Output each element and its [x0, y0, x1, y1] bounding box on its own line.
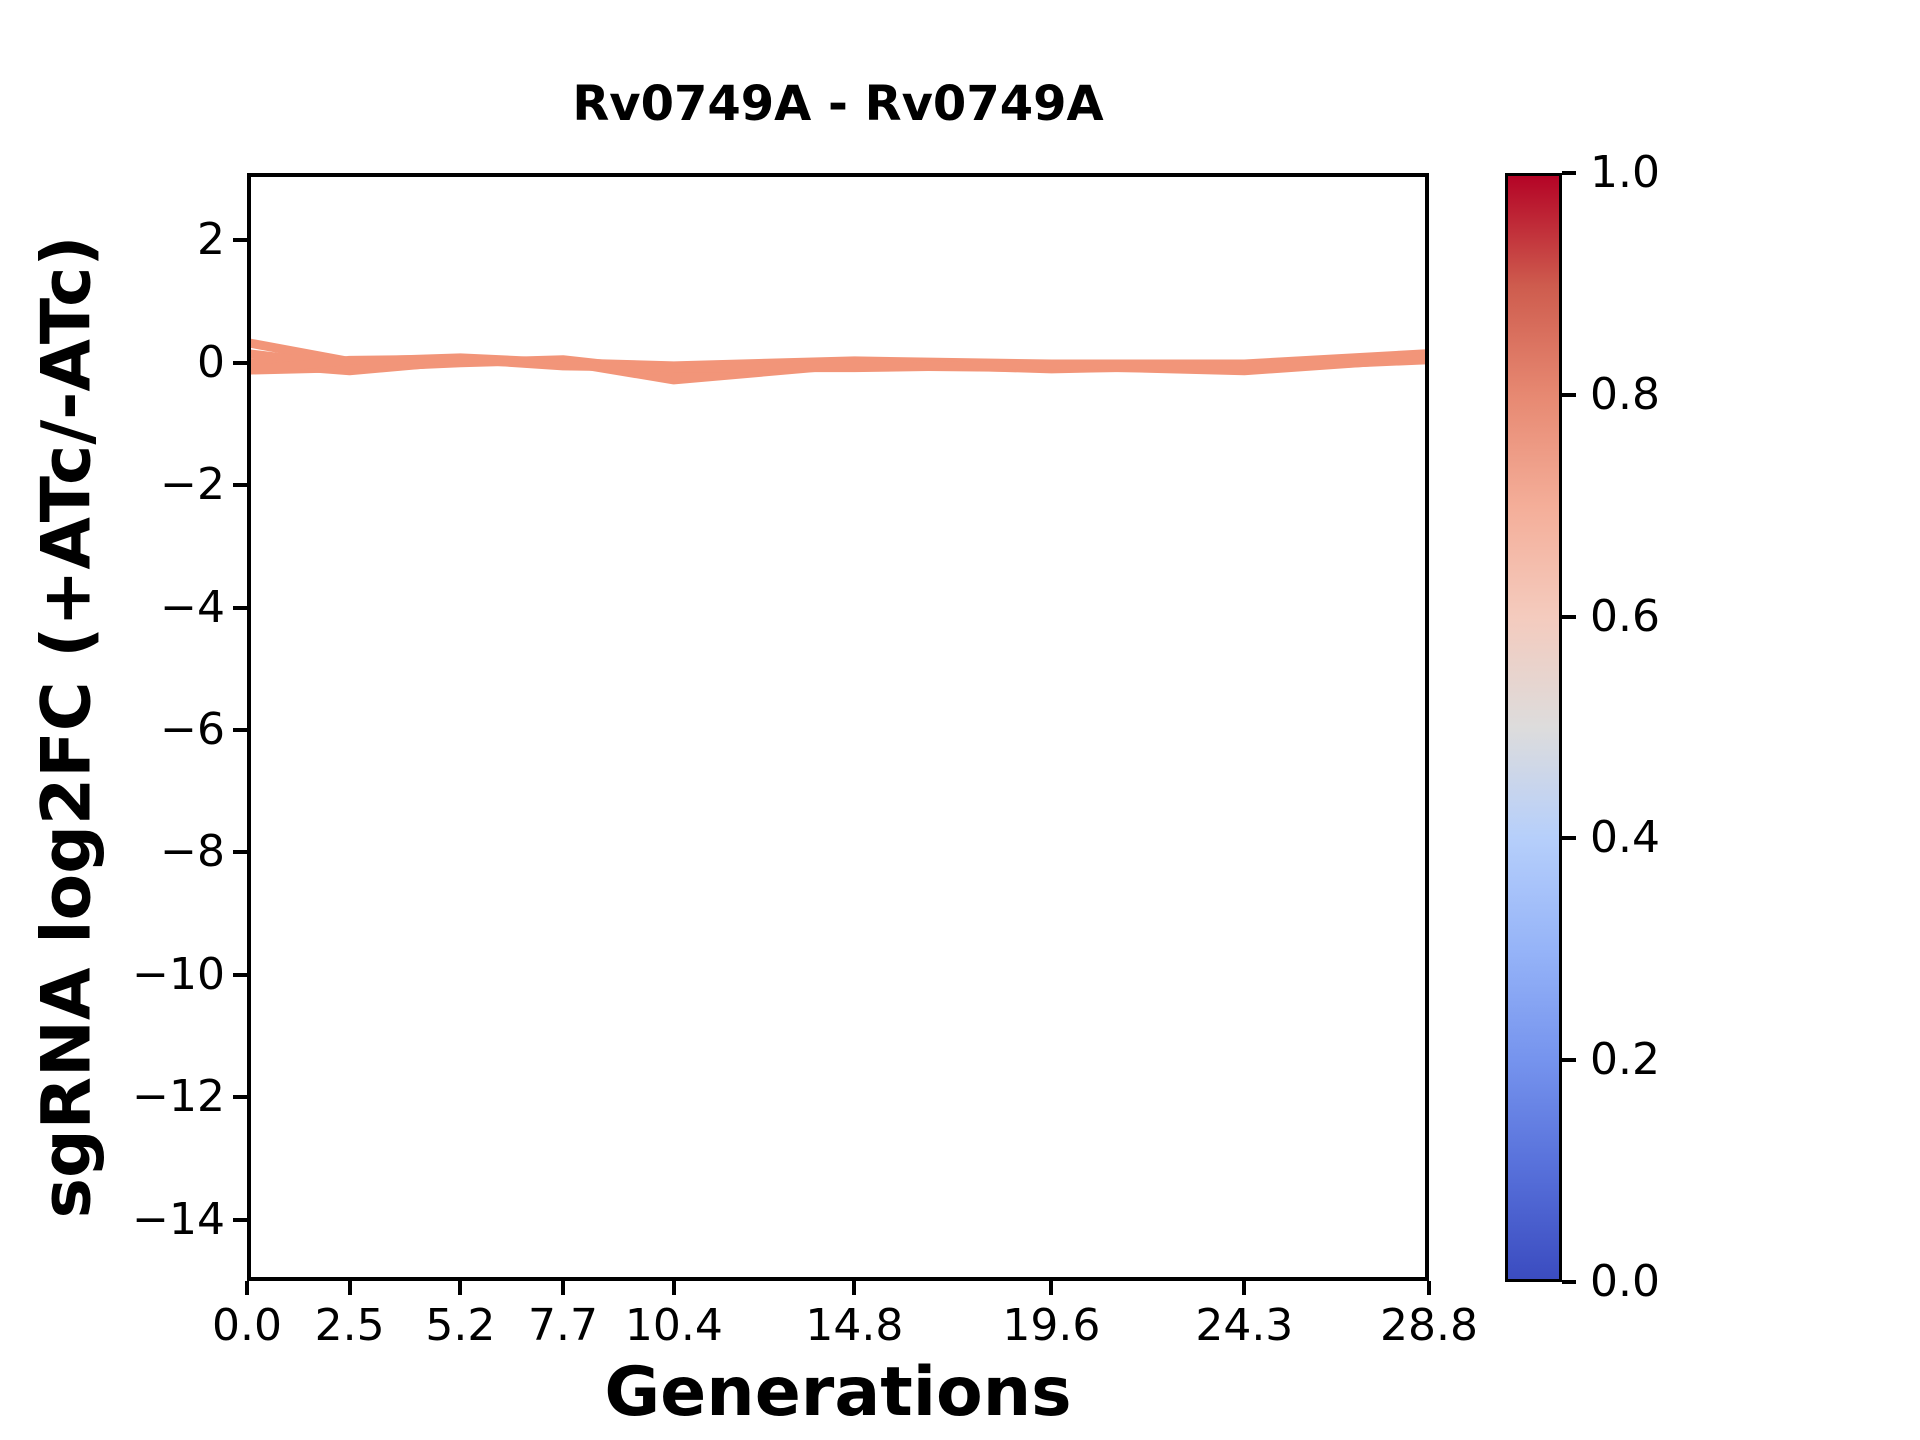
colorbar-tick-label: 0.6 [1590, 590, 1660, 642]
x-tick-label: 0.0 [212, 1300, 282, 1351]
x-tick-mark [561, 1281, 566, 1295]
colorbar-tick-mark [1562, 392, 1576, 397]
y-tick-label: −14 [132, 1193, 225, 1245]
y-tick-mark [233, 728, 247, 733]
colorbar-tick-mark [1562, 171, 1576, 175]
colorbar-tick-label: 0.4 [1590, 812, 1660, 864]
colorbar-tick-mark [1562, 836, 1576, 841]
y-tick-mark [233, 972, 247, 977]
x-tick-label: 19.6 [1002, 1300, 1101, 1351]
y-tick-mark [233, 1217, 247, 1222]
x-tick-mark [852, 1281, 857, 1295]
series-line-sgRNA-5 [247, 354, 1429, 375]
colorbar-tick-mark [1562, 614, 1576, 619]
x-tick-label: 2.5 [314, 1300, 385, 1351]
x-axis-label: Generations [604, 1353, 1072, 1432]
x-tick-label: 14.8 [805, 1300, 904, 1351]
x-tick-mark [671, 1281, 676, 1295]
x-tick-mark [1427, 1281, 1431, 1295]
y-tick-label: −2 [160, 459, 225, 511]
colorbar-tick-label: 1.0 [1590, 147, 1660, 198]
colorbar-tick-label: 0.0 [1590, 1256, 1660, 1307]
y-tick-mark [233, 483, 247, 488]
x-tick-label: 10.4 [624, 1300, 723, 1351]
lines-svg [247, 338, 1429, 385]
y-tick-label: −12 [132, 1071, 225, 1123]
y-tick-mark [233, 850, 247, 855]
colorbar-tick-label: 0.2 [1590, 1034, 1660, 1086]
colorbar-tick-mark [1562, 1058, 1576, 1063]
y-tick-label: −6 [160, 704, 225, 756]
y-tick-label: −10 [132, 948, 225, 1000]
x-tick-mark [347, 1281, 352, 1295]
y-tick-label: −4 [160, 581, 225, 633]
colorbar [1505, 173, 1562, 1282]
y-tick-label: 2 [197, 214, 225, 266]
x-tick-mark [1049, 1281, 1054, 1295]
x-tick-mark [458, 1281, 463, 1295]
colorbar-tick-mark [1562, 1280, 1576, 1284]
y-tick-mark [233, 238, 247, 243]
x-tick-label: 7.7 [528, 1300, 598, 1351]
y-tick-label: 0 [197, 336, 225, 388]
x-tick-label: 28.8 [1380, 1300, 1478, 1351]
plot-area [247, 173, 1429, 1281]
x-tick-mark [245, 1281, 249, 1295]
y-tick-mark [233, 360, 247, 365]
y-tick-label: −8 [160, 826, 225, 878]
chart-title: Rv0749A - Rv0749A [572, 76, 1104, 132]
y-tick-mark [233, 1095, 247, 1100]
colorbar-tick-label: 0.8 [1590, 368, 1660, 420]
x-tick-label: 24.3 [1195, 1300, 1294, 1351]
x-tick-label: 5.2 [425, 1300, 496, 1351]
y-tick-mark [233, 605, 247, 610]
x-tick-mark [1242, 1281, 1247, 1295]
